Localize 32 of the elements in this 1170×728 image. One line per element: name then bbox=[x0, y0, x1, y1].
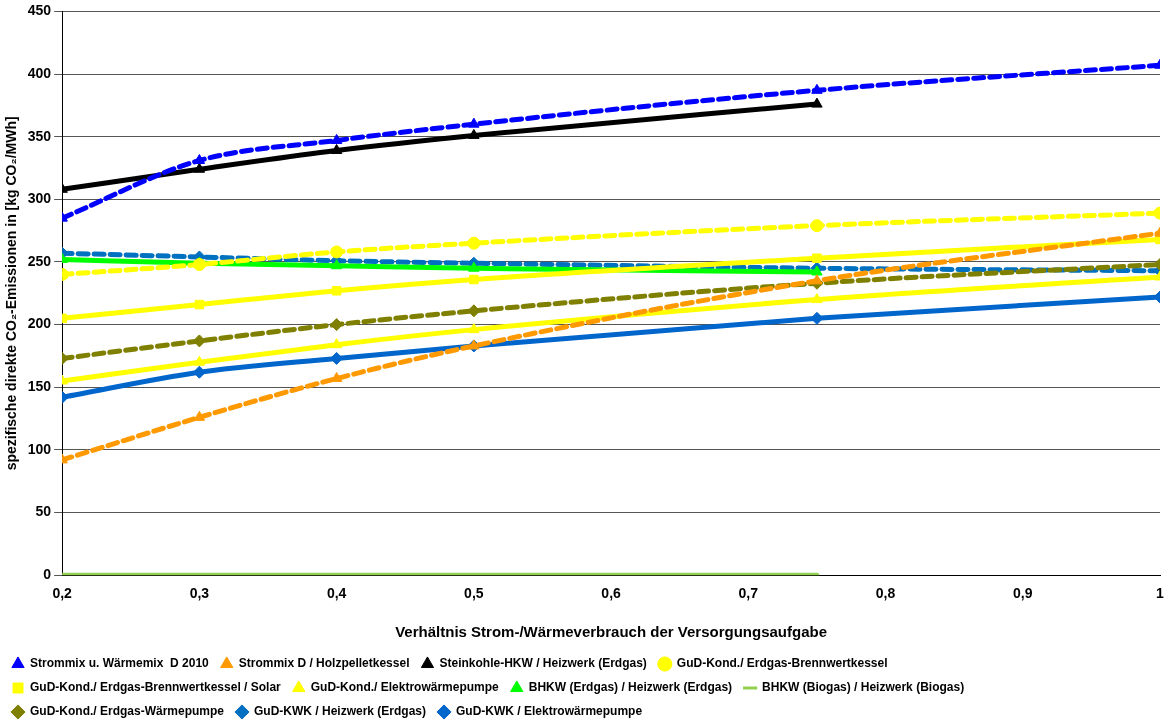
y-tick-label: 200 bbox=[27, 315, 52, 332]
legend-label: BHKW (Erdgas) / Heizwerk (Erdgas) bbox=[528, 680, 733, 695]
y-tick-label: 0 bbox=[43, 566, 52, 583]
legend-label: BHKW (Biogas) / Heizwerk (Biogas) bbox=[762, 680, 965, 695]
y-tick-label: 350 bbox=[27, 127, 52, 144]
x-tick-label: 0,2 bbox=[52, 585, 73, 602]
y-tick-label: 450 bbox=[27, 2, 52, 19]
legend-label: GuD-Kond./ Elektrowärmepumpe bbox=[310, 680, 500, 695]
legend-label: GuD-KWK / Heizwerk (Erdgas) bbox=[254, 704, 427, 719]
y-tick-label: 400 bbox=[27, 64, 52, 81]
x-tick-label: 1 bbox=[1156, 585, 1165, 602]
x-axis-title: Verhältnis Strom-/Wärmeverbrauch der Versorgungsaufgabe bbox=[395, 623, 827, 641]
x-tick-label: 0,9 bbox=[1013, 585, 1033, 602]
legend-label: GuD-KWK / Elektrowärmepumpe bbox=[456, 704, 643, 719]
y-tick-label: 50 bbox=[35, 503, 52, 520]
x-tick-label: 0,7 bbox=[738, 585, 759, 602]
x-tick-label: 0,4 bbox=[326, 585, 347, 602]
legend-label: Steinkohle-HKW / Heizwerk (Erdgas) bbox=[439, 656, 647, 671]
legend-label: GuD-Kond./ Erdgas-Wärmepumpe bbox=[30, 704, 225, 719]
y-axis-title: spezifische direkte CO₂-Emissionen in [kg CO₂/MWh] bbox=[3, 116, 20, 471]
y-tick-label: 150 bbox=[27, 378, 52, 395]
legend-label: Strommix D / Holzpelletkessel bbox=[238, 656, 410, 671]
x-tick-label: 0,3 bbox=[189, 585, 210, 602]
legend-label: GuD-Kond./ Erdgas-Brennwertkessel / Solar bbox=[30, 680, 282, 695]
x-tick-label: 0,5 bbox=[464, 585, 484, 602]
legend-label: Strommix u. Wärmemix D 2010 bbox=[30, 656, 210, 671]
y-tick-label: 100 bbox=[27, 440, 52, 457]
x-tick-label: 0,6 bbox=[601, 585, 622, 602]
legend-label: GuD-Kond./ Erdgas-Brennwertkessel bbox=[676, 656, 888, 671]
y-tick-label: 300 bbox=[27, 190, 52, 207]
y-tick-label: 250 bbox=[27, 252, 52, 269]
x-tick-label: 0,8 bbox=[875, 585, 896, 602]
